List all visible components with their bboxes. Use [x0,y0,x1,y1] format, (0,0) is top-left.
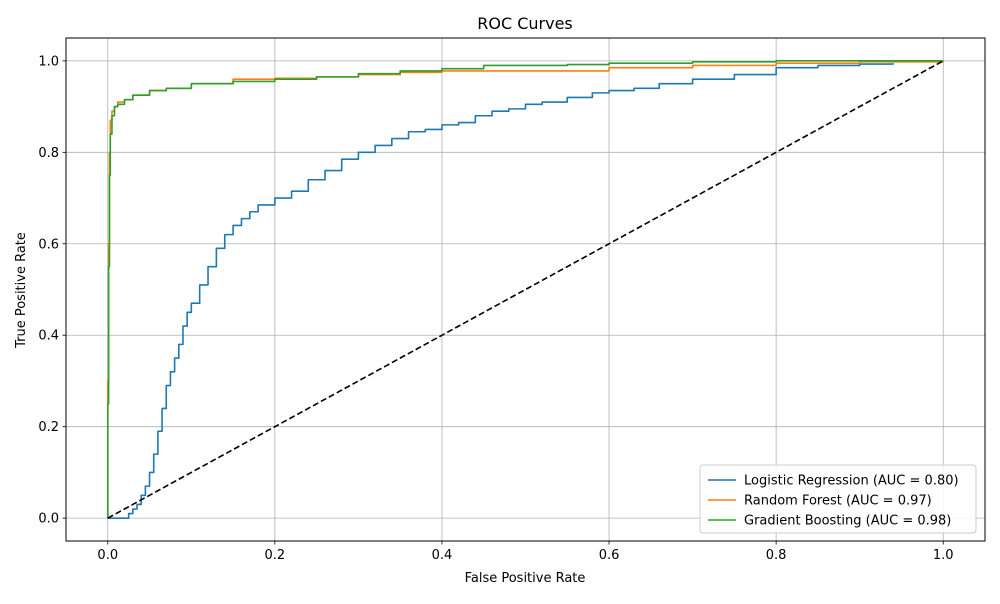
plot-frame [65,37,986,542]
y-tick-label: 0.8 [38,146,59,161]
x-tick-label: 0.6 [599,548,620,563]
y-tick-label: 0.2 [38,420,59,435]
series-lines [106,60,945,519]
x-tick-label: 1.0 [933,548,954,563]
x-axis-label: False Positive Rate [465,571,586,586]
y-tick-label: 0.0 [38,512,59,527]
legend-label-gradient-boosting: Gradient Boosting (AUC = 0.98) [744,514,951,529]
legend-box [699,464,977,534]
x-tick-label: 0.2 [265,548,286,563]
y-tick-label: 1.0 [38,54,59,69]
axis-ticks: 0.0 0.2 0.4 0.6 0.8 1.0 0.0 0.2 0.4 0.6 0.8 1.0 [38,54,953,563]
x-tick-label: 0.4 [432,548,453,563]
y-tick-label: 0.4 [38,329,59,344]
chart-title: ROC Curves [477,14,573,33]
series-line-chance-diagonal [107,60,944,519]
y-axis-label: True Positive Rate [14,232,29,349]
legend: Logistic Regression (AUC = 0.80) Random … [699,464,977,534]
y-tick-label: 0.6 [38,237,59,252]
x-tick-label: 0.0 [97,548,118,563]
series-line-logistic-regression [107,63,894,519]
x-tick-label: 0.8 [766,548,787,563]
series-line-gradient-boosting [106,60,944,519]
legend-label-logistic-regression: Logistic Regression (AUC = 0.80) [744,474,959,489]
legend-label-random-forest: Random Forest (AUC = 0.97) [744,494,932,509]
